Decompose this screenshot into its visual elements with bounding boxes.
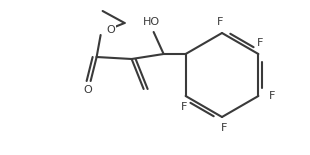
Text: F: F xyxy=(269,91,276,101)
Text: F: F xyxy=(180,102,187,112)
Text: HO: HO xyxy=(143,17,160,27)
Text: F: F xyxy=(221,123,227,133)
Text: F: F xyxy=(217,17,223,27)
Text: O: O xyxy=(83,85,92,95)
Text: O: O xyxy=(106,25,115,35)
Text: F: F xyxy=(257,38,264,48)
